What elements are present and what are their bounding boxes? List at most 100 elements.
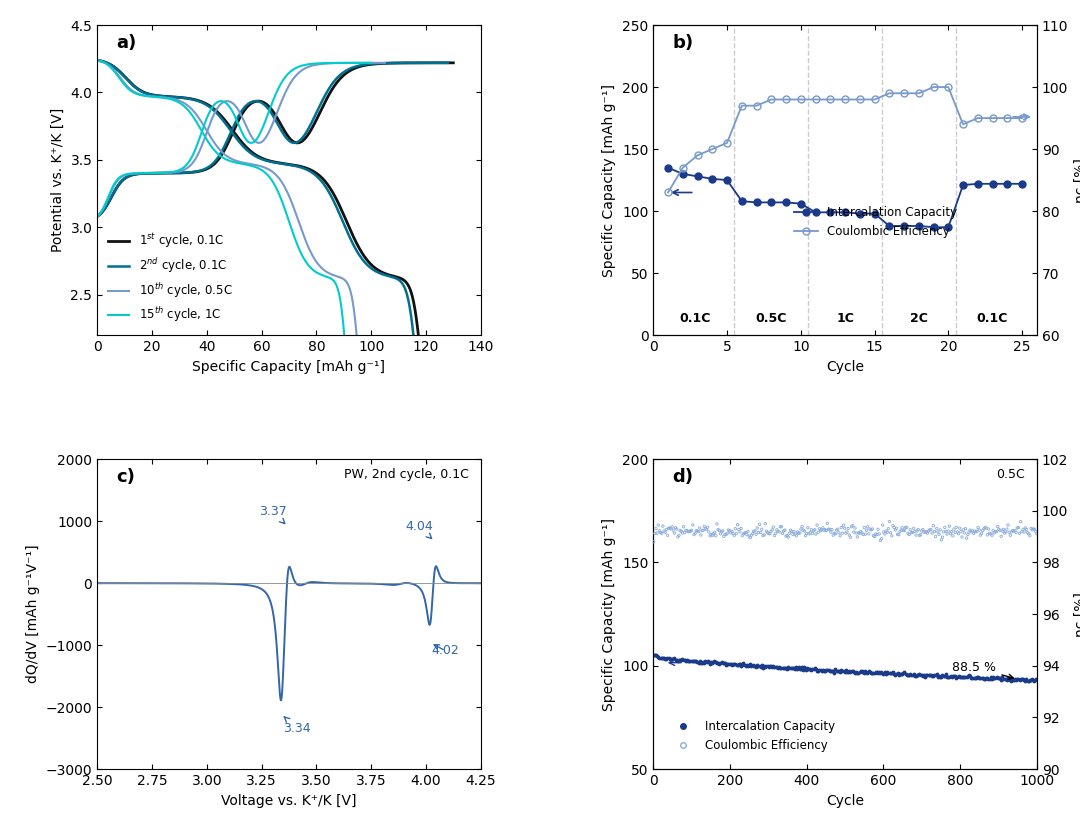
Point (919, 527, 936, 540)
Point (962, 671, 980, 685)
Point (928, 668, 945, 681)
Point (650, 518, 667, 532)
Point (762, 525, 780, 538)
Point (828, 523, 846, 537)
Point (1026, 522, 1043, 536)
Point (744, 659, 761, 672)
Point (832, 665, 849, 678)
Point (944, 670, 961, 683)
Point (711, 657, 728, 670)
Point (957, 670, 974, 684)
Point (1003, 525, 1021, 538)
Text: c): c) (117, 468, 135, 487)
Point (716, 528, 733, 541)
Point (988, 525, 1005, 538)
Point (779, 662, 796, 675)
Point (678, 524, 696, 538)
Point (841, 531, 859, 544)
Point (753, 659, 770, 672)
Point (670, 530, 687, 543)
Point (891, 668, 908, 681)
Point (792, 527, 809, 540)
Point (840, 528, 858, 542)
Point (959, 528, 976, 541)
Point (739, 528, 756, 541)
Point (688, 655, 705, 668)
Point (913, 524, 930, 538)
Point (684, 518, 701, 532)
Point (726, 528, 743, 542)
Point (708, 656, 726, 670)
Point (839, 522, 856, 535)
Point (833, 521, 850, 534)
Point (818, 524, 835, 538)
Point (854, 528, 872, 541)
Point (734, 528, 752, 541)
Point (764, 523, 781, 537)
Point (983, 528, 1000, 542)
Point (813, 665, 831, 678)
Point (1008, 674, 1025, 687)
Point (929, 525, 946, 538)
Point (1028, 527, 1045, 540)
Point (700, 655, 717, 669)
Point (983, 672, 1000, 686)
Point (841, 665, 859, 679)
Point (686, 528, 703, 542)
Point (912, 528, 929, 541)
Point (822, 665, 839, 678)
Point (926, 525, 943, 538)
Point (837, 527, 854, 540)
Point (904, 526, 921, 539)
Point (862, 665, 879, 678)
Point (879, 526, 896, 539)
Y-axis label: Specific Capacity [mAh g⁻¹]: Specific Capacity [mAh g⁻¹] (603, 84, 617, 277)
Point (821, 665, 838, 678)
Point (970, 521, 987, 534)
Point (977, 522, 995, 535)
Point (719, 523, 737, 537)
Point (895, 665, 913, 679)
Point (846, 526, 863, 539)
Point (681, 524, 699, 538)
Point (800, 662, 818, 675)
Point (953, 670, 970, 684)
Point (660, 651, 677, 665)
Point (691, 655, 708, 668)
Point (901, 668, 918, 681)
Legend: Intercalation Capacity, Coulombic Efficiency: Intercalation Capacity, Coulombic Effici… (666, 716, 839, 757)
Point (872, 667, 889, 681)
Point (868, 665, 886, 679)
Point (786, 528, 804, 541)
Point (797, 529, 814, 543)
Point (997, 673, 1014, 686)
Point (921, 669, 939, 682)
Point (827, 528, 845, 541)
Point (950, 527, 968, 540)
Point (919, 669, 936, 682)
Point (940, 524, 957, 538)
Point (954, 670, 971, 684)
Point (905, 667, 922, 681)
Point (645, 649, 662, 662)
Point (828, 664, 846, 677)
Point (947, 671, 964, 685)
Point (751, 660, 768, 673)
Point (874, 518, 891, 532)
Point (941, 670, 958, 684)
Point (676, 654, 693, 667)
Text: 3.37: 3.37 (258, 505, 286, 523)
Point (701, 529, 718, 543)
Point (710, 522, 727, 536)
Point (835, 518, 852, 532)
Point (852, 665, 869, 678)
Point (954, 530, 971, 543)
Point (835, 664, 852, 677)
Point (917, 670, 934, 684)
Point (826, 527, 843, 540)
Point (960, 669, 977, 682)
Point (804, 527, 821, 540)
Point (875, 666, 892, 680)
Point (809, 664, 826, 677)
Point (687, 527, 704, 540)
